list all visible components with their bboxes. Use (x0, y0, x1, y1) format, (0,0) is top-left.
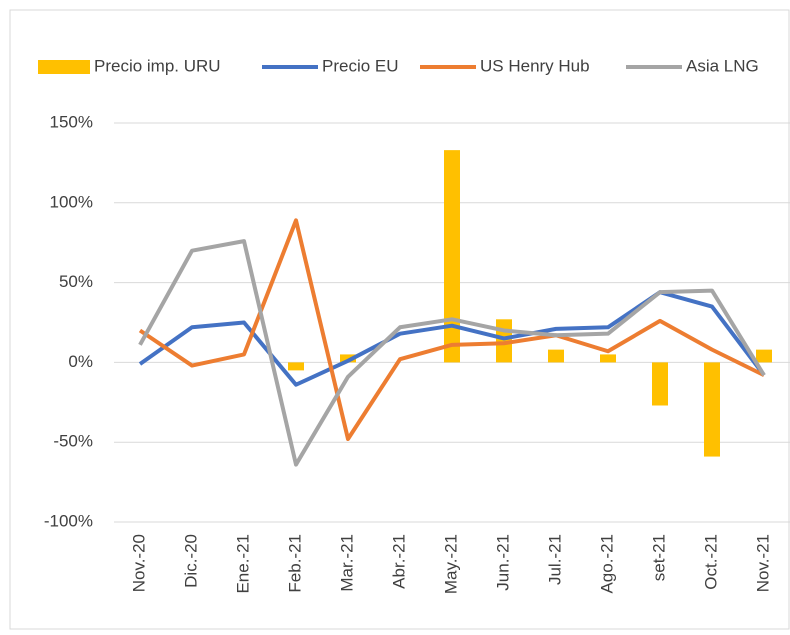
x-tick-label: Mar.-21 (337, 534, 356, 592)
bar (288, 362, 304, 371)
y-tick-label: -50% (53, 432, 93, 451)
legend-swatch (38, 60, 90, 74)
bar (600, 354, 616, 363)
y-tick-label: 100% (50, 192, 93, 211)
bar (704, 362, 720, 457)
x-tick-label: Ago.-21 (597, 534, 616, 594)
line (138, 239, 766, 467)
bar (756, 349, 772, 363)
x-tick-label: Dic.-20 (181, 534, 200, 588)
bar (444, 150, 460, 363)
bar (548, 349, 564, 363)
legend-label: Precio imp. URU (94, 56, 221, 75)
legend-label: US Henry Hub (480, 56, 590, 75)
y-tick-label: 0% (68, 352, 93, 371)
y-tick-label: 50% (59, 272, 93, 291)
x-tick-label: Nov.-21 (753, 534, 772, 592)
bar (340, 354, 356, 363)
x-tick-label: Jun.-21 (493, 534, 512, 591)
legend-label: Asia LNG (686, 56, 759, 75)
bar (652, 362, 668, 406)
x-tick-label: Jul.-21 (545, 534, 564, 585)
x-tick-label: May.-21 (441, 534, 460, 594)
x-tick-label: Ene.-21 (233, 534, 252, 594)
x-tick-label: Oct.-21 (701, 534, 720, 590)
legend-label: Precio EU (322, 56, 399, 75)
line (138, 218, 765, 442)
x-tick-label: Nov.-20 (129, 534, 148, 592)
y-tick-label: -100% (44, 511, 93, 530)
x-tick-label: set-21 (649, 534, 668, 581)
x-tick-label: Feb.-21 (285, 534, 304, 593)
x-tick-label: Abr.-21 (389, 534, 408, 589)
y-tick-label: 150% (50, 112, 93, 131)
